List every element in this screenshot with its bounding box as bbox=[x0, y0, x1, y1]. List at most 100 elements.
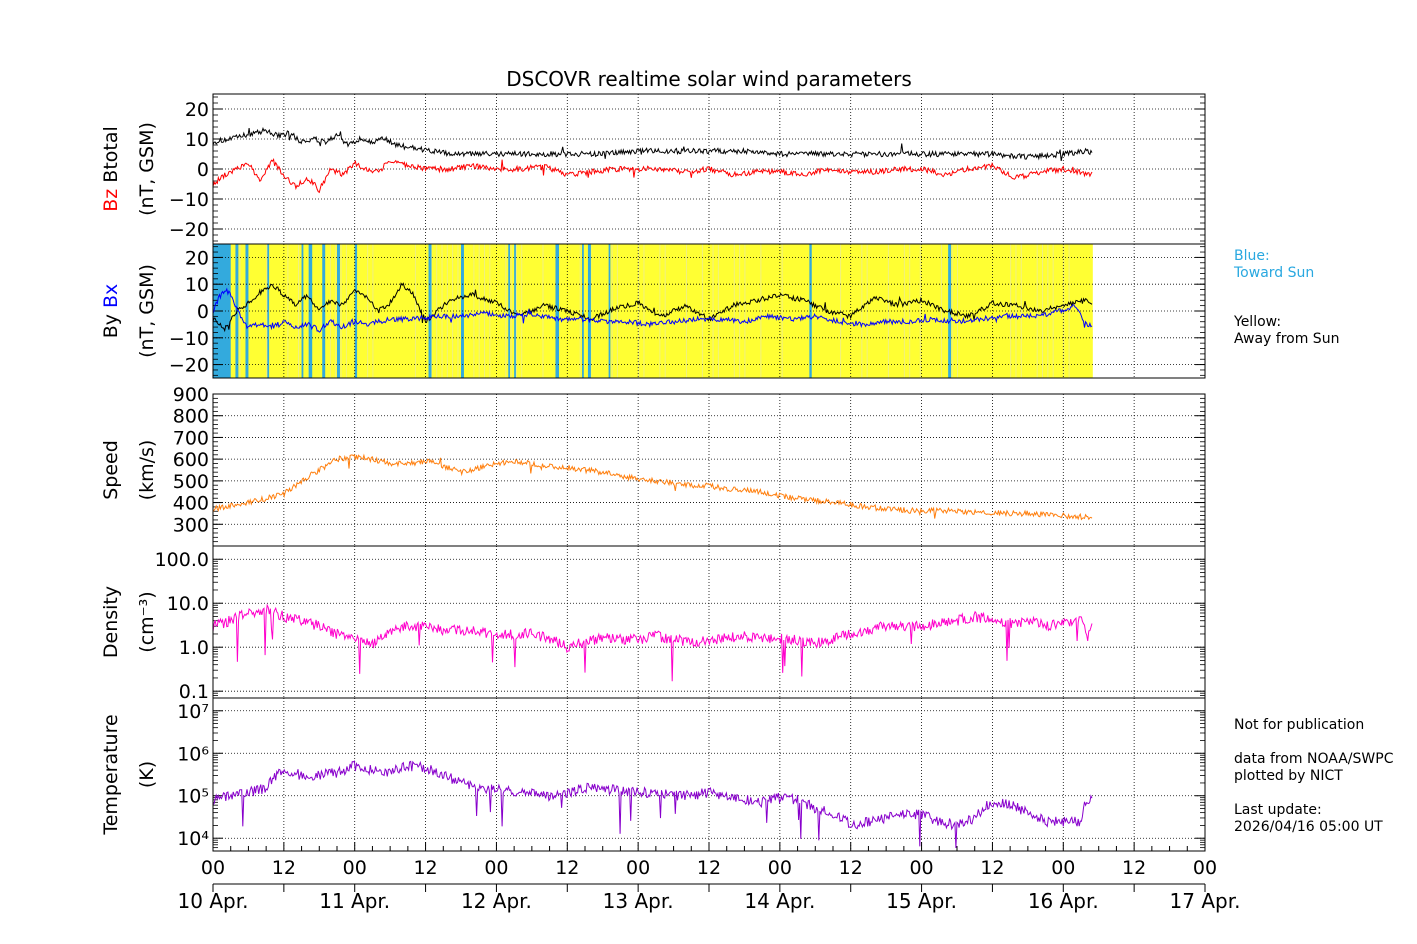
shade-flicker bbox=[733, 244, 735, 378]
shade-flicker bbox=[616, 244, 618, 378]
series-bz bbox=[213, 158, 1093, 194]
shade-flicker bbox=[1068, 244, 1070, 378]
toward-sun-band bbox=[337, 244, 340, 378]
shade-flicker bbox=[367, 244, 369, 378]
y-tick-label: 900 bbox=[173, 384, 209, 406]
series-group bbox=[213, 603, 1093, 682]
panel-density: 100.0 10.0 1.0 0.1 Density (cm⁻³) bbox=[100, 545, 1206, 703]
y-axis-label-part: Bz bbox=[100, 189, 122, 212]
y-tick-label: 20 bbox=[185, 247, 209, 269]
shade-flicker bbox=[638, 244, 640, 378]
x-tick-label: 00 bbox=[343, 857, 367, 879]
shade-flicker bbox=[717, 244, 719, 378]
y-axis-unit: (km/s) bbox=[136, 440, 158, 501]
y-tick-label: 10.0 bbox=[167, 593, 209, 615]
chart-panels: 20 10 0 −10 −20 Bz Btotal (nT, GSM) 20 10 0 −10 −20… bbox=[100, 93, 1206, 852]
panel-bx_by: 20 10 0 −10 −20 By Bx (nT, GSM) bbox=[100, 243, 1206, 379]
shade-flicker bbox=[335, 244, 337, 378]
panel-frame bbox=[212, 243, 1206, 379]
y-tick-label: 100.0 bbox=[155, 549, 209, 571]
shade-flicker bbox=[266, 244, 268, 378]
y-axis-unit: (cm⁻³) bbox=[136, 591, 158, 652]
x-tick-label: 12 bbox=[697, 857, 721, 879]
x-tick-label: 00 bbox=[626, 857, 650, 879]
not-for-publication: Not for publication bbox=[1234, 717, 1365, 733]
y-axis-label: Speed bbox=[100, 440, 122, 500]
shade-flicker bbox=[298, 244, 300, 378]
y-tick-label: 600 bbox=[173, 449, 209, 471]
toward-sun-band bbox=[322, 244, 326, 378]
x-tick-label: 12 bbox=[980, 857, 1004, 879]
y-axis-label-part: Density bbox=[100, 586, 122, 658]
shade-flicker bbox=[1020, 244, 1022, 378]
y-tick-label: 500 bbox=[173, 471, 209, 493]
shade-flicker bbox=[1010, 244, 1012, 378]
y-axis-label-part: By bbox=[100, 314, 122, 338]
x-day-label: 12 Apr. bbox=[461, 889, 532, 913]
shade-flicker bbox=[760, 244, 762, 378]
y-axis-label-part: Temperature bbox=[100, 714, 122, 835]
x-tick-label: 12 bbox=[839, 857, 863, 879]
shade-flicker bbox=[521, 244, 523, 378]
x-day-label: 17 Apr. bbox=[1170, 889, 1241, 913]
x-day-label: 13 Apr. bbox=[603, 889, 674, 913]
y-tick-label: 700 bbox=[173, 427, 209, 449]
x-tick-label: 00 bbox=[201, 857, 225, 879]
last-update-label: Last update: bbox=[1234, 802, 1322, 818]
y-tick-label: 300 bbox=[173, 514, 209, 536]
toward-sun-band bbox=[587, 244, 591, 378]
shade-flicker bbox=[345, 244, 347, 378]
shade-flicker bbox=[664, 244, 666, 378]
shade-flicker bbox=[1042, 244, 1044, 378]
series-group bbox=[213, 126, 1093, 194]
y-axis-unit: (nT, GSM) bbox=[136, 264, 158, 358]
x-tick-label: 00 bbox=[768, 857, 792, 879]
y-tick-label: 0 bbox=[197, 159, 209, 181]
y-tick-label: 800 bbox=[173, 406, 209, 428]
shade-flicker bbox=[739, 244, 741, 378]
toward-sun-band bbox=[308, 244, 313, 378]
shade-flicker bbox=[452, 244, 454, 378]
x-tick-label: 12 bbox=[1122, 857, 1146, 879]
shade-flicker bbox=[712, 244, 714, 378]
publication-note: Not for publication data from NOAA/SWPC … bbox=[1234, 717, 1393, 836]
x-tick-label: 00 bbox=[909, 857, 933, 879]
x-tick-label: 12 bbox=[555, 857, 579, 879]
panel-temperature: 10⁷ 10⁶ 10⁵ 10⁴ Temperature (K) bbox=[100, 697, 1206, 852]
shade-flicker bbox=[340, 244, 342, 378]
y-tick-label: 20 bbox=[185, 99, 209, 121]
x-tick-label: 12 bbox=[413, 857, 437, 879]
y-tick-label: 10 bbox=[185, 274, 209, 296]
source-line-2: plotted by NICT bbox=[1234, 768, 1343, 784]
y-tick-label: 1.0 bbox=[179, 637, 209, 659]
legend-yellow-text: Away from Sun bbox=[1234, 331, 1340, 347]
y-tick-label: 400 bbox=[173, 493, 209, 515]
series-group bbox=[213, 453, 1093, 521]
x-day-label: 16 Apr. bbox=[1028, 889, 1099, 913]
shade-flicker bbox=[414, 244, 416, 378]
y-tick-label: 0.1 bbox=[179, 681, 209, 703]
y-tick-label: 10⁵ bbox=[177, 786, 209, 808]
x-tick-label: 00 bbox=[1193, 857, 1217, 879]
x-tick-label: 00 bbox=[1051, 857, 1075, 879]
x-tick-label: 00 bbox=[484, 857, 508, 879]
legend-yellow-title: Yellow: bbox=[1234, 314, 1282, 330]
shade-flicker bbox=[478, 244, 480, 378]
toward-sun-band bbox=[354, 244, 358, 378]
legend-away-from-sun: Yellow: Away from Sun bbox=[1234, 314, 1339, 348]
y-axis-label-part: Bx bbox=[100, 284, 122, 314]
shade-flicker bbox=[941, 244, 943, 378]
series-group bbox=[213, 760, 1093, 849]
shade-flicker bbox=[473, 244, 475, 378]
y-tick-label: −10 bbox=[169, 189, 209, 211]
toward-sun-band bbox=[301, 244, 304, 378]
series-group bbox=[213, 282, 1093, 333]
y-tick-label: −10 bbox=[169, 328, 209, 350]
toward-sun-band bbox=[267, 244, 270, 378]
x-day-label: 15 Apr. bbox=[886, 889, 957, 913]
toward-sun-band bbox=[508, 244, 511, 378]
shade-flicker bbox=[505, 244, 507, 378]
shade-flicker bbox=[903, 244, 905, 378]
chart-title: DSCOVR realtime solar wind parameters bbox=[506, 67, 912, 91]
